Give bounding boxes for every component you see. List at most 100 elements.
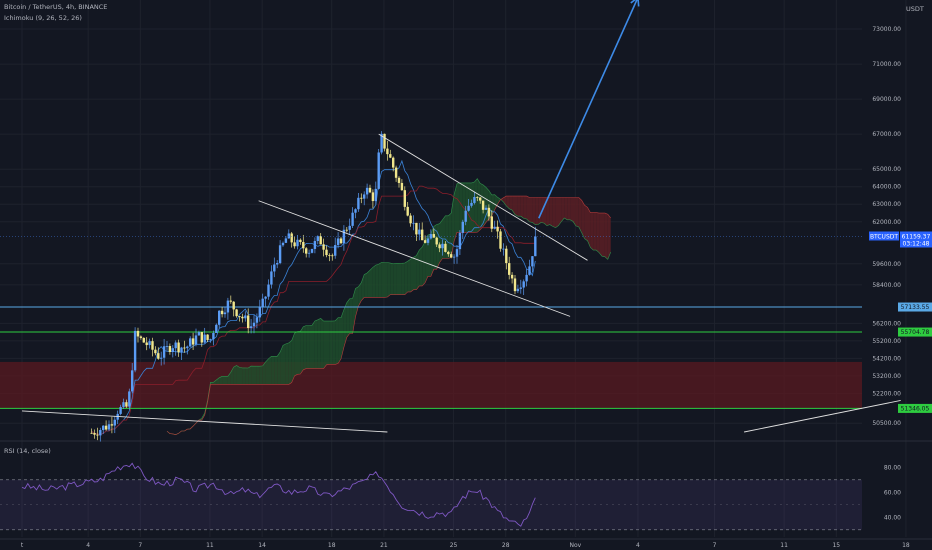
candle-bearish xyxy=(432,234,435,238)
candle-bullish xyxy=(334,245,337,256)
time-axis-label: 11 xyxy=(206,542,214,549)
cloud-segment-bullish xyxy=(291,333,295,383)
level-tag-bg xyxy=(898,327,932,337)
currency-label: USDT xyxy=(906,5,924,13)
candle-bearish xyxy=(157,353,160,359)
cloud-segment-bullish xyxy=(280,345,283,385)
candle-bearish xyxy=(409,215,412,224)
candle-bearish xyxy=(345,229,348,231)
cloud-segment-bearish xyxy=(564,197,568,220)
candle-bullish xyxy=(519,287,522,289)
cloud-segment-bearish xyxy=(552,197,556,228)
cloud-segment-bullish xyxy=(407,259,411,292)
cloud-segment-bearish xyxy=(573,197,576,226)
rsi-axis-label: 40.00 xyxy=(884,514,901,521)
candle-bearish xyxy=(368,187,372,193)
candle-bullish xyxy=(165,346,169,347)
candle-bearish xyxy=(406,206,409,216)
candle-bullish xyxy=(131,370,134,392)
time-axis-label: t xyxy=(21,542,24,549)
cloud-segment-bullish xyxy=(309,325,312,369)
cloud-segment-bullish xyxy=(457,182,460,233)
candle-bullish xyxy=(458,232,462,250)
cloud-segment-bearish xyxy=(602,213,605,257)
ichimoku-legend: Ichimoku (9, 26, 52, 26) xyxy=(4,14,82,22)
cloud-segment-bullish xyxy=(225,376,228,385)
level-tag-value: 51346.05 xyxy=(901,405,930,412)
cloud-segment-bullish xyxy=(277,352,281,385)
candle-bearish xyxy=(96,434,99,436)
candle-bearish xyxy=(168,346,172,352)
cloud-segment-bullish xyxy=(381,262,385,298)
candle-bullish xyxy=(281,242,285,246)
cloud-segment-bearish xyxy=(570,197,573,222)
cloud-segment-bullish xyxy=(219,376,223,385)
cloud-segment-bullish xyxy=(358,282,362,307)
candle-bullish xyxy=(252,322,256,327)
cloud-segment-bullish xyxy=(216,377,220,385)
candle-bullish xyxy=(336,238,340,246)
candle-bullish xyxy=(502,248,505,250)
candle-bearish xyxy=(508,263,511,275)
cloud-segment-bullish xyxy=(265,358,269,385)
price-axis-label: 69000.00 xyxy=(872,96,901,103)
cloud-segment-bullish xyxy=(430,226,434,277)
candle-bullish xyxy=(162,346,166,358)
cloud-segment-bullish xyxy=(352,288,356,334)
support-zone xyxy=(0,361,862,409)
candle-bearish xyxy=(450,254,453,258)
cloud-segment-bullish xyxy=(393,263,397,295)
cloud-segment-bullish xyxy=(297,331,301,375)
cloud-segment-bullish xyxy=(222,376,225,385)
time-axis-label: 4 xyxy=(636,542,640,549)
time-axis-label: 18 xyxy=(328,542,336,549)
cloud-segment-bearish xyxy=(587,207,591,248)
cloud-segment-bullish xyxy=(341,309,344,359)
candle-bearish xyxy=(232,301,235,310)
cloud-segment-bullish xyxy=(254,366,257,385)
candle-bullish xyxy=(160,357,163,359)
cloud-segment-bearish xyxy=(578,197,582,233)
candle-bearish xyxy=(325,249,328,256)
trendline-left xyxy=(21,410,388,433)
projection-arrow-head xyxy=(637,0,640,7)
channel-lower-line xyxy=(258,200,571,317)
candle-bearish xyxy=(191,338,195,345)
time-axis-label: 18 xyxy=(902,542,910,549)
candle-bullish xyxy=(296,239,299,247)
candle-bullish xyxy=(461,221,464,233)
candle-bullish xyxy=(223,312,227,315)
candle-bearish xyxy=(200,332,203,343)
countdown-value: 03:12:48 xyxy=(903,240,930,247)
cloud-segment-bullish xyxy=(372,265,376,298)
price-axis-label: 54200.00 xyxy=(872,355,901,362)
level-tag-bg xyxy=(898,403,932,413)
cloud-segment-bullish xyxy=(387,262,391,297)
cloud-segment-bullish xyxy=(491,194,495,216)
candle-bearish xyxy=(151,341,154,350)
price-axis-label: 56200.00 xyxy=(872,320,901,327)
candle-bearish xyxy=(229,300,232,302)
time-axis-label: 15 xyxy=(832,542,840,549)
cloud-segment-bullish xyxy=(419,247,423,286)
cloud-segment-bearish xyxy=(581,200,585,239)
candle-bullish xyxy=(189,338,192,347)
candle-bullish xyxy=(377,152,380,189)
cloud-segment-bullish xyxy=(317,318,321,369)
cloud-segment-bullish xyxy=(346,298,350,338)
cloud-segment-bullish xyxy=(384,262,388,298)
level-tag-value: 57133.55 xyxy=(901,304,930,311)
candle-bearish xyxy=(447,251,450,255)
candle-bullish xyxy=(99,430,102,436)
cloud-segment-bearish xyxy=(517,196,521,217)
candle-bullish xyxy=(452,256,456,258)
conversion-line xyxy=(91,159,536,436)
candle-bullish xyxy=(249,326,253,329)
price-axis-label: 52200.00 xyxy=(872,390,901,397)
rsi-line xyxy=(21,462,536,527)
cloud-segment-bullish xyxy=(283,343,286,385)
candle-bullish xyxy=(418,229,421,235)
cloud-segment-bullish xyxy=(271,356,275,385)
candle-bearish xyxy=(435,237,438,245)
